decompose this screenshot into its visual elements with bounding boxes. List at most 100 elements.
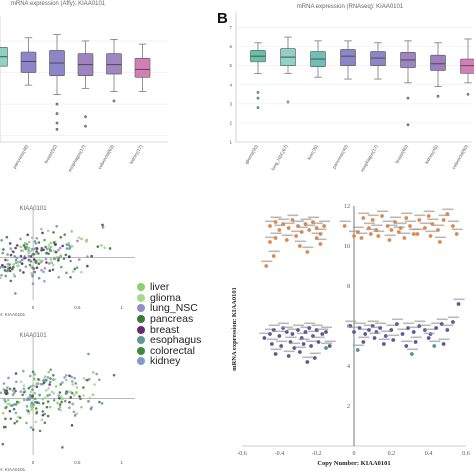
data-point bbox=[37, 378, 40, 381]
data-point bbox=[52, 373, 55, 377]
data-point bbox=[71, 270, 75, 273]
data-point bbox=[21, 249, 25, 252]
data-point bbox=[67, 255, 71, 259]
point-annotation bbox=[352, 226, 364, 229]
point-annotation bbox=[289, 342, 301, 345]
data-point bbox=[26, 233, 29, 237]
data-point bbox=[22, 387, 26, 391]
point-annotation bbox=[363, 222, 375, 225]
x-tick-label: 1 bbox=[120, 305, 123, 310]
data-point bbox=[37, 401, 41, 405]
data-point bbox=[31, 274, 35, 277]
data-point bbox=[296, 328, 300, 332]
data-point bbox=[380, 214, 384, 218]
x-tick-label: 0 bbox=[32, 460, 35, 465]
data-point bbox=[437, 240, 442, 244]
point-annotation bbox=[309, 352, 321, 355]
data-point bbox=[1, 265, 5, 269]
scatter-d-chart: KIAA0101-0.500.51Copy Number: KIAA0101 bbox=[0, 333, 135, 472]
data-point bbox=[378, 326, 383, 330]
x-tick-label: -0.2 bbox=[312, 451, 322, 457]
x-tick-label: 0.5 bbox=[74, 460, 81, 465]
point-annotation bbox=[403, 322, 415, 325]
data-point bbox=[41, 410, 45, 413]
point-annotation bbox=[306, 340, 318, 343]
data-point bbox=[30, 236, 34, 239]
x-tick-label: -0.6 bbox=[237, 451, 247, 457]
data-point bbox=[48, 248, 52, 251]
point-annotation bbox=[419, 324, 431, 327]
legend-label: glioma bbox=[150, 291, 181, 304]
point-annotation bbox=[315, 238, 327, 241]
data-point bbox=[86, 378, 89, 382]
data-point bbox=[12, 263, 15, 266]
data-point bbox=[13, 403, 16, 406]
data-point bbox=[41, 397, 45, 401]
data-point bbox=[6, 402, 10, 406]
data-point bbox=[28, 263, 32, 267]
data-point bbox=[14, 258, 18, 262]
legend-swatch bbox=[137, 346, 145, 355]
data-point bbox=[82, 386, 85, 389]
data-point bbox=[17, 401, 21, 404]
data-point bbox=[65, 247, 69, 250]
point-annotation bbox=[274, 330, 286, 333]
data-point bbox=[49, 258, 53, 261]
data-point bbox=[320, 332, 325, 336]
data-point bbox=[268, 332, 272, 336]
data-point bbox=[381, 342, 386, 346]
data-point bbox=[0, 238, 3, 242]
data-point bbox=[43, 421, 47, 425]
point-annotation bbox=[291, 230, 303, 233]
box-2-outlier bbox=[55, 121, 59, 125]
data-point bbox=[363, 332, 368, 336]
legend-item: liver bbox=[137, 282, 247, 293]
x-tick-label: 0 bbox=[32, 305, 35, 310]
point-annotation bbox=[434, 236, 446, 239]
data-point bbox=[70, 380, 74, 383]
data-point bbox=[65, 271, 68, 275]
chart-title: KIAA0101 bbox=[20, 206, 48, 212]
point-annotation bbox=[369, 332, 381, 335]
point-annotation bbox=[371, 326, 383, 329]
data-point bbox=[47, 370, 51, 374]
data-point bbox=[9, 279, 13, 283]
data-point bbox=[29, 250, 33, 253]
data-point bbox=[40, 227, 43, 231]
panel-label-b: B bbox=[217, 10, 228, 27]
legend-swatch bbox=[137, 283, 145, 292]
data-point bbox=[322, 224, 327, 228]
data-point bbox=[18, 260, 22, 264]
data-point bbox=[22, 384, 26, 387]
data-point bbox=[23, 256, 26, 260]
data-point bbox=[59, 254, 63, 258]
box-5-outlier bbox=[406, 123, 410, 127]
point-annotation bbox=[270, 232, 282, 235]
data-point bbox=[67, 243, 71, 247]
data-point bbox=[367, 328, 371, 332]
point-annotation bbox=[281, 326, 293, 329]
data-point bbox=[3, 391, 7, 394]
data-point bbox=[112, 373, 116, 377]
data-point bbox=[294, 234, 299, 238]
data-point bbox=[57, 407, 61, 411]
data-point bbox=[309, 344, 313, 348]
data-point bbox=[63, 399, 67, 403]
data-point bbox=[32, 267, 36, 270]
data-point bbox=[30, 272, 33, 275]
data-point bbox=[44, 257, 48, 261]
data-point bbox=[44, 245, 47, 249]
affy-boxplot-chart: mRNA expression (Affy): KIAA0101 pancreas… bbox=[0, 1, 168, 173]
point-annotation bbox=[433, 224, 444, 227]
point-annotation bbox=[345, 320, 357, 323]
data-point bbox=[58, 391, 62, 394]
x-tick-label: glioma(90) bbox=[244, 144, 259, 165]
data-point bbox=[71, 402, 75, 406]
y-tick-label: 5 bbox=[229, 63, 232, 68]
data-point bbox=[12, 265, 15, 269]
data-point bbox=[57, 275, 61, 279]
box-7-outlier bbox=[466, 92, 470, 96]
data-point bbox=[423, 226, 427, 230]
data-point bbox=[31, 428, 35, 431]
data-point bbox=[43, 279, 46, 283]
